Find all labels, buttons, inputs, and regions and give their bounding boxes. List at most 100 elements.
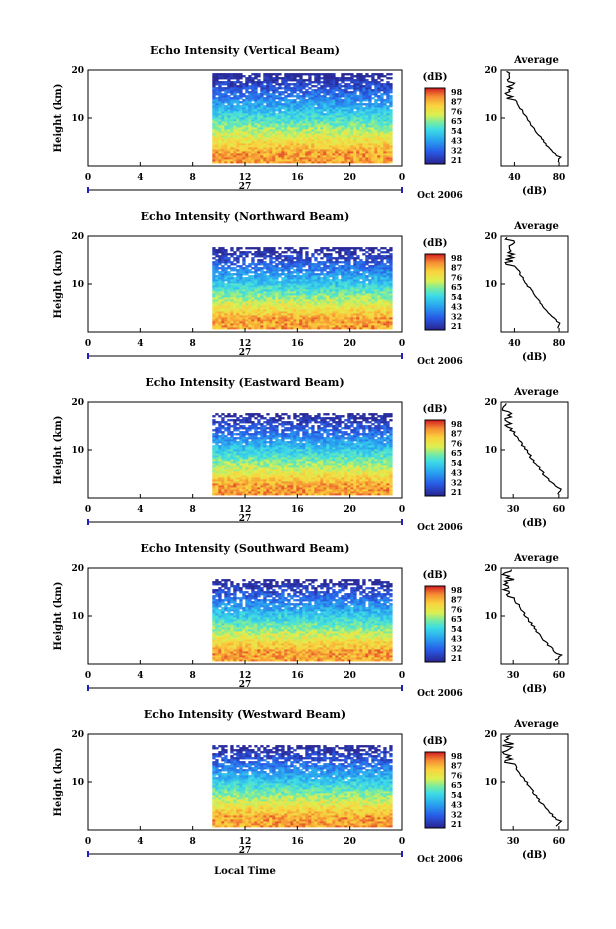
heatmap-cell (362, 153, 366, 156)
heatmap-cell (365, 143, 369, 146)
heatmap-cell (272, 133, 276, 136)
heatmap-cell (230, 111, 234, 114)
heatmap-cell (335, 293, 339, 296)
heatmap-cell (212, 253, 216, 256)
heatmap-cell (323, 79, 327, 82)
heatmap-cell (296, 157, 300, 160)
heatmap-cell (320, 257, 324, 260)
colorbar-unit: (dB) (423, 72, 448, 83)
heatmap-cell (368, 313, 372, 316)
heatmap-cell (299, 155, 303, 158)
heatmap-cell (386, 143, 390, 146)
heatmap-cell (236, 101, 240, 104)
heatmap-cell (365, 307, 369, 310)
heatmap-cell (293, 291, 297, 294)
heatmap-cell (236, 151, 240, 154)
heatmap-cell (239, 309, 243, 312)
heatmap-cell (272, 79, 276, 82)
heatmap-cell (239, 251, 243, 254)
heatmap-cell (284, 307, 288, 310)
heatmap-cell (248, 123, 252, 126)
colorbar-frame (424, 87, 446, 165)
heatmap-cell (296, 147, 300, 150)
heatmap-cell (371, 115, 375, 118)
colorbar-step (425, 261, 445, 264)
heatmap-cell (386, 91, 390, 94)
heatmap-cell (251, 145, 255, 148)
heatmap-cell (389, 281, 393, 284)
heatmap-cell (314, 93, 318, 96)
heatmap-cell (287, 315, 291, 318)
heatmap-cell (314, 131, 318, 134)
heatmap-cell (254, 303, 258, 306)
heatmap-cell (287, 119, 291, 122)
heatmap-cell (386, 293, 390, 296)
heatmap-cell (359, 125, 363, 128)
heatmap-cell (389, 275, 393, 278)
heatmap-cell (311, 153, 315, 156)
heatmap-cell (218, 133, 222, 136)
heatmap-cell (356, 305, 360, 308)
heatmap-cell (251, 111, 255, 114)
heatmap-cell (272, 145, 276, 148)
heatmap-cell (242, 327, 246, 330)
heatmap-cell (260, 309, 264, 312)
heatmap-cell (236, 157, 240, 160)
heatmap-cell (296, 115, 300, 118)
heatmap-cell (263, 73, 267, 76)
heatmap-cell (362, 149, 366, 152)
colorbar (425, 254, 445, 331)
heatmap-cell (224, 105, 228, 108)
heatmap-cell (281, 287, 285, 290)
heatmap-cell (233, 323, 237, 326)
heatmap-cell (389, 117, 393, 120)
heatmap-cell (371, 319, 375, 322)
heatmap-cell (296, 141, 300, 144)
heatmap-cell (227, 131, 231, 134)
heatmap-cell (218, 311, 222, 314)
heatmap-cell (302, 327, 306, 330)
heatmap-cell (371, 255, 375, 258)
heatmap-cell (287, 79, 291, 82)
heatmap-cell (227, 153, 231, 156)
heatmap-cell (296, 125, 300, 128)
heatmap-cell (275, 145, 279, 148)
heatmap-cell (236, 327, 240, 330)
heatmap-cell (230, 77, 234, 80)
heatmap-cell (374, 299, 378, 302)
heatmap-cell (341, 109, 345, 112)
heatmap-cell (236, 295, 240, 298)
heatmap-cell (293, 143, 297, 146)
heatmap-cell (329, 153, 333, 156)
heatmap-cell (254, 115, 258, 118)
heatmap-cell (254, 277, 258, 280)
heatmap-cell (281, 119, 285, 122)
heatmap-cell (245, 323, 249, 326)
heatmap-cell (374, 269, 378, 272)
heatmap-cell (269, 105, 273, 108)
heatmap-cell (227, 323, 231, 326)
heatmap-cell (302, 135, 306, 138)
heatmap-cell (257, 303, 261, 306)
heatmap-cell (266, 327, 270, 330)
heatmap-cell (263, 81, 267, 84)
heatmap-cell (278, 247, 282, 250)
heatmap-cell (212, 289, 216, 292)
heatmap-cell (362, 315, 366, 318)
heatmap-cell (212, 247, 216, 250)
heatmap-cell (326, 305, 330, 308)
heatmap-cell (254, 157, 258, 160)
heatmap-cell (383, 109, 387, 112)
heatmap-cell (263, 271, 267, 274)
heatmap-cell (347, 311, 351, 314)
heatmap-cell (269, 129, 273, 132)
heatmap-cell (248, 269, 252, 272)
heatmap-cell (260, 161, 264, 164)
heatmap-cell (284, 111, 288, 114)
heatmap-cell (308, 113, 312, 116)
heatmap-cell (275, 117, 279, 120)
heatmap-cell (320, 137, 324, 140)
heatmap-cell (389, 125, 393, 128)
heatmap-cell (359, 77, 363, 80)
heatmap-cell (233, 123, 237, 126)
